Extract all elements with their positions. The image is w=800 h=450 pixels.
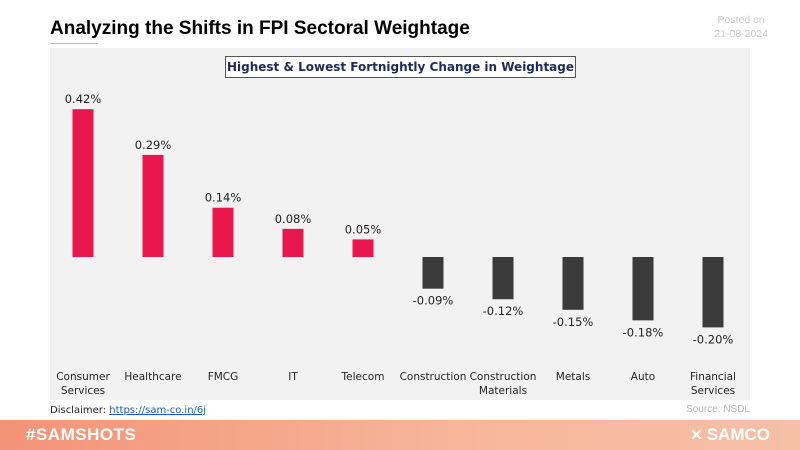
footer-bar: #SAMSHOTS ✕ SAMCO — [0, 420, 800, 450]
value-label-7: -0.15% — [553, 315, 594, 329]
source-note: Source: NSDL — [686, 404, 750, 415]
category-label-0-0: Consumer — [56, 371, 110, 383]
category-label-6-1: Materials — [479, 385, 527, 397]
category-label-0-1: Services — [61, 385, 105, 397]
value-label-5: -0.09% — [413, 294, 454, 308]
disclaimer: Disclaimer: https://sam-co.in/6j — [50, 405, 206, 416]
category-label-6-0: Construction — [470, 371, 537, 383]
bar-5 — [422, 257, 444, 289]
bar-1 — [142, 154, 164, 257]
value-label-8: -0.18% — [623, 325, 664, 339]
chart-panel: 0.42% Consumer Services 0.29% Healthcare 0.14… — [50, 48, 750, 400]
title-underline — [50, 43, 98, 44]
chart-title: Highest & Lowest Fortnightly Change in W… — [225, 56, 576, 78]
category-label-9-0: Financial — [690, 371, 736, 383]
value-label-3: 0.08% — [275, 212, 312, 226]
posted-date: 21-08-2024 — [714, 28, 768, 40]
value-label-2: 0.14% — [205, 191, 242, 205]
bar-9 — [702, 257, 724, 328]
bar-6 — [492, 257, 514, 300]
value-label-0: 0.42% — [65, 92, 102, 106]
category-label-1: Healthcare — [124, 371, 181, 383]
bar-chart: 0.42% Consumer Services 0.29% Healthcare 0.14… — [56, 92, 736, 397]
bar-7 — [562, 257, 584, 310]
value-label-4: 0.05% — [345, 222, 382, 236]
posted-info: Posted on 21-08-2024 — [714, 13, 768, 41]
samco-logo-icon: ✕ — [690, 427, 703, 444]
bar-0 — [72, 109, 94, 257]
bar-4 — [352, 239, 374, 257]
brand: ✕ SAMCO — [690, 425, 770, 445]
category-label-7: Metals — [556, 371, 590, 383]
brand-name: SAMCO — [706, 425, 770, 444]
category-label-9-1: Services — [691, 385, 735, 397]
value-label-6: -0.12% — [483, 304, 524, 318]
disclaimer-label: Disclaimer: — [50, 405, 107, 416]
hashtag: #SAMSHOTS — [26, 425, 137, 444]
value-label-1: 0.29% — [135, 138, 172, 152]
category-label-8: Auto — [631, 371, 655, 383]
disclaimer-link[interactable]: https://sam-co.in/6j — [109, 405, 207, 416]
bar-8 — [632, 257, 654, 321]
value-label-9: -0.20% — [693, 332, 734, 346]
bar-2 — [212, 207, 234, 257]
page-title: Analyzing the Shifts in FPI Sectoral Wei… — [50, 18, 470, 39]
category-label-5: Construction — [400, 371, 467, 383]
posted-label: Posted on — [717, 14, 765, 26]
bar-3 — [282, 228, 304, 257]
category-label-3: IT — [288, 371, 298, 383]
category-label-4: Telecom — [341, 371, 385, 383]
category-label-2: FMCG — [208, 371, 239, 383]
